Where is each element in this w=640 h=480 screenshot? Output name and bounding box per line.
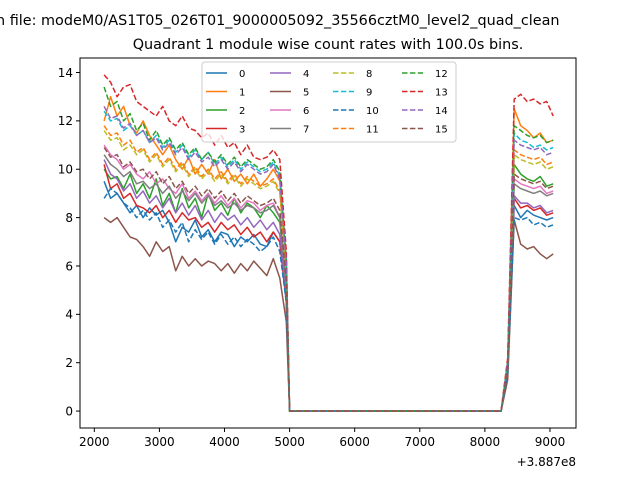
chart-suptitle: n file: modeM0/AS1T05_026T01_9000005092_… (0, 13, 560, 29)
series-line-10 (103, 187, 554, 412)
series-line-8 (103, 130, 554, 412)
y-tick-label: 2 (65, 356, 73, 370)
legend-label-7: 7 (303, 125, 309, 136)
series-line-4 (103, 159, 554, 412)
y-tick-label: 12 (58, 114, 73, 128)
y-tick-label: 6 (65, 259, 73, 273)
legend-label-10: 10 (366, 106, 379, 117)
x-tick-label: 2000 (79, 435, 110, 449)
legend-label-0: 0 (239, 69, 245, 80)
y-tick-label: 8 (65, 211, 73, 225)
series-line-14 (103, 106, 554, 412)
series-line-5 (103, 216, 554, 412)
legend-box (201, 61, 457, 143)
legend-label-3: 3 (239, 125, 245, 136)
legend-label-4: 4 (303, 69, 309, 80)
chart-title: Quadrant 1 module wise count rates with … (133, 37, 524, 53)
x-tick-label: 6000 (339, 435, 370, 449)
x-tick-label: 7000 (405, 435, 436, 449)
x-tick-label: 3000 (144, 435, 175, 449)
x-tick-label: 9000 (535, 435, 566, 449)
y-tick-label: 4 (65, 308, 73, 322)
y-tick-label: 14 (58, 66, 73, 80)
y-tick-label: 10 (58, 163, 73, 177)
series-line-9 (103, 110, 554, 412)
x-tick-label: 4000 (209, 435, 240, 449)
legend-label-13: 13 (435, 88, 448, 99)
legend-label-2: 2 (239, 106, 245, 117)
legend-label-11: 11 (366, 125, 379, 136)
x-tick-label: 8000 (470, 435, 501, 449)
series-line-11 (103, 125, 554, 412)
series-line-2 (103, 163, 554, 412)
legend-label-5: 5 (303, 88, 309, 99)
x-offset-text: +3.887e8 (517, 455, 576, 469)
x-tick-label: 5000 (274, 435, 305, 449)
legend-label-6: 6 (303, 106, 309, 117)
legend-label-14: 14 (435, 106, 448, 117)
legend-label-15: 15 (435, 125, 448, 136)
series-line-13 (103, 74, 554, 412)
legend-label-12: 12 (435, 69, 448, 80)
legend-label-1: 1 (239, 88, 245, 99)
y-tick-label: 0 (65, 404, 73, 418)
plot-lines (103, 74, 554, 412)
y-axis: 0 2 4 6 8 10 12 14 (58, 66, 80, 418)
legend-label-9: 9 (366, 88, 372, 99)
series-line-7 (103, 154, 554, 412)
axes-frame (79, 57, 577, 429)
series-line-15 (103, 147, 554, 412)
x-axis: 2000 3000 4000 5000 6000 7000 8000 9000 (79, 428, 565, 449)
series-line-6 (103, 144, 554, 412)
legend-label-8: 8 (366, 69, 372, 80)
